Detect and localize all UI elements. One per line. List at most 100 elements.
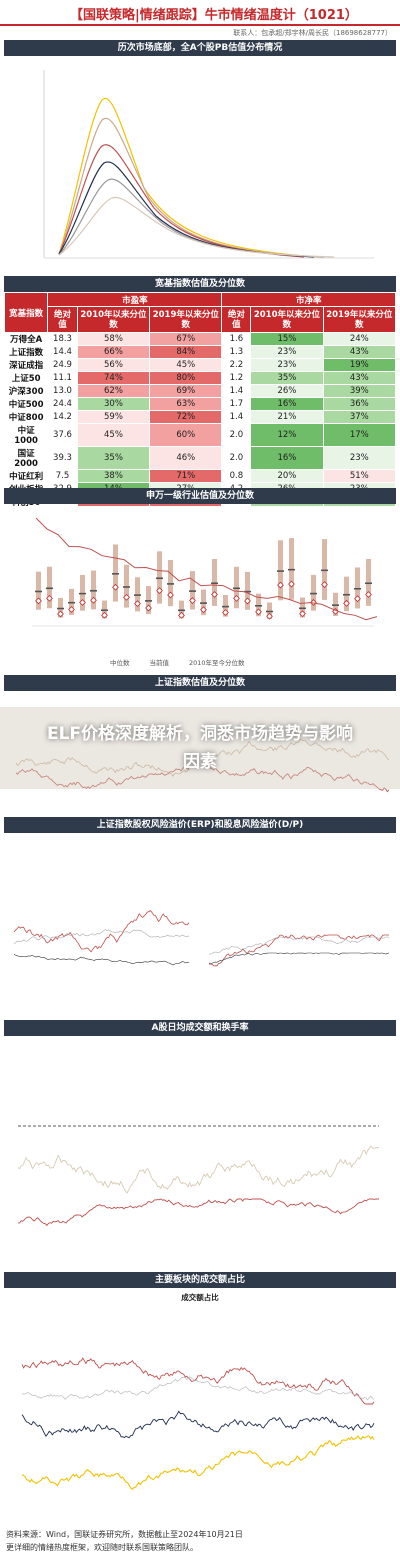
section-turnover: A股日均成交额和换手率 xyxy=(4,1020,396,1036)
cell-pe10: 38% xyxy=(76,469,151,483)
table-row: 上证指数 14.4 66% 84% 1.3 23% 43% xyxy=(3,345,397,359)
cell-pb: 1.4 xyxy=(221,384,252,398)
sw-legend-percentile: 2010年至今分位数 xyxy=(189,659,245,667)
cell-pb10: 16% xyxy=(250,397,324,411)
cell-pb10: 12% xyxy=(250,423,324,447)
turnover-chart xyxy=(4,1038,396,1248)
section-valuation-table: 宽基指数估值及分位数 xyxy=(4,276,396,292)
cell-pe10: 74% xyxy=(76,371,151,385)
cell-pb10: 20% xyxy=(250,469,324,483)
group-pb: 市净率 xyxy=(221,292,396,307)
sw-legend: 中位数 当前值 2010年至今分位数 xyxy=(110,657,245,667)
footer-note: 更详细的情绪热度框架，欢迎随时联系国联策略团队。 xyxy=(6,1543,198,1552)
cell-pb19: 36% xyxy=(322,397,397,411)
cell-pb: 1.6 xyxy=(221,332,252,346)
cell-pe19: 60% xyxy=(149,423,223,447)
cell-name: 万得全A xyxy=(3,332,49,346)
cell-name: 中证红利 xyxy=(3,469,49,483)
cell-pe19: 63% xyxy=(149,397,223,411)
cell-pe10: 62% xyxy=(76,384,151,398)
table-row: 中证红利 7.5 38% 71% 0.8 20% 51% xyxy=(3,469,397,483)
table-row: 国证2000 39.3 35% 46% 2.0 16% 23% xyxy=(3,446,397,470)
cell-pe10: 56% xyxy=(76,358,151,372)
cell-pb: 2.0 xyxy=(221,423,252,447)
cell-name: 中证500 xyxy=(3,397,49,411)
cell-pb19: 24% xyxy=(322,332,397,346)
cell-pb19: 43% xyxy=(322,345,397,359)
sector-share-chart xyxy=(4,1302,396,1527)
sw-industry-chart xyxy=(4,506,396,668)
erp-chart xyxy=(4,835,396,1010)
cell-name: 深证成指 xyxy=(3,358,49,372)
section-sector-share: 主要板块的成交额占比 xyxy=(4,1272,396,1288)
cell-pe19: 84% xyxy=(149,345,223,359)
cell-pb10: 16% xyxy=(250,446,324,470)
cell-pe10: 30% xyxy=(76,397,151,411)
cell-pb10: 26% xyxy=(250,384,324,398)
cell-pb10: 15% xyxy=(250,332,324,346)
cell-pe: 24.9 xyxy=(47,358,78,372)
report-title: 【国联策略|情绪跟踪】牛市情绪温度计（1021） xyxy=(70,8,358,23)
cell-pe19: 67% xyxy=(149,332,223,346)
cell-pb19: 39% xyxy=(322,384,397,398)
cell-pe10: 45% xyxy=(76,423,151,447)
cell-pb19: 17% xyxy=(322,423,397,447)
article-headline: ELF价格深度解析，洞悉市场趋势与影响因素 xyxy=(0,707,400,789)
cell-pb19: 23% xyxy=(322,446,397,470)
section-sh-valuation: 上证指数估值及分位数 xyxy=(4,675,396,691)
sector-subtitle: 成交额占比 xyxy=(181,1293,219,1302)
sub-2019-pe: 2019年以来分位数 xyxy=(149,306,223,333)
section-erp: 上证指数股权风险溢价(ERP)和股息风险溢价(D/P) xyxy=(4,817,396,833)
footer-source: 资料来源：Wind，国联证券研究所，数据截止至2024年10月21日 xyxy=(6,1530,243,1539)
cell-pb: 2.0 xyxy=(221,446,252,470)
cell-pe10: 58% xyxy=(76,332,151,346)
cell-pb10: 35% xyxy=(250,371,324,385)
cell-pb: 1.7 xyxy=(221,397,252,411)
cell-pe19: 46% xyxy=(149,446,223,470)
cell-pe: 11.1 xyxy=(47,371,78,385)
cell-pb19: 19% xyxy=(322,358,397,372)
cell-pb: 1.2 xyxy=(221,371,252,385)
cell-pe: 14.2 xyxy=(47,410,78,424)
cell-pb: 2.2 xyxy=(221,358,252,372)
cell-pe10: 35% xyxy=(76,446,151,470)
cell-name: 上证指数 xyxy=(3,345,49,359)
cell-pe19: 71% xyxy=(149,469,223,483)
sh-valuation-chart xyxy=(4,692,396,814)
sub-2010-pb: 2010年以来分位数 xyxy=(250,306,324,333)
table-row: 中证1000 37.6 45% 60% 2.0 12% 17% xyxy=(3,423,397,447)
sub-abs-pb: 绝对值 xyxy=(221,306,252,333)
cell-pe10: 59% xyxy=(76,410,151,424)
cell-pe: 39.3 xyxy=(47,446,78,470)
cell-pe10: 66% xyxy=(76,345,151,359)
cell-pe: 37.6 xyxy=(47,423,78,447)
report-authors: 联系人：包承超/郑宇林/周长民（18698628777） xyxy=(233,29,392,37)
cell-pb10: 21% xyxy=(250,410,324,424)
cell-pb: 1.3 xyxy=(221,345,252,359)
cell-pe: 24.4 xyxy=(47,397,78,411)
cell-name: 中证800 xyxy=(3,410,49,424)
cell-pe19: 45% xyxy=(149,358,223,372)
table-row: 深证成指 24.9 56% 45% 2.2 23% 19% xyxy=(3,358,397,372)
report-header: 【国联策略|情绪跟踪】牛市情绪温度计（1021） xyxy=(0,0,400,26)
table-row: 万得全A 18.3 58% 67% 1.6 15% 24% xyxy=(3,332,397,346)
cell-name: 沪深300 xyxy=(3,384,49,398)
cell-pe19: 72% xyxy=(149,410,223,424)
section-sw-industry: 申万一级行业估值及分位数 xyxy=(4,488,396,504)
sub-2019-pb: 2019年以来分位数 xyxy=(322,306,397,333)
cell-pe: 14.4 xyxy=(47,345,78,359)
pb-distribution-chart xyxy=(4,58,396,276)
table-row: 沪深300 13.0 62% 69% 1.4 26% 39% xyxy=(3,384,397,398)
cell-pb10: 23% xyxy=(250,345,324,359)
cell-name: 上证50 xyxy=(3,371,49,385)
group-pe: 市盈率 xyxy=(47,292,223,307)
cell-pb19: 43% xyxy=(322,371,397,385)
cell-pb19: 51% xyxy=(322,469,397,483)
cell-pe: 7.5 xyxy=(47,469,78,483)
cell-pb19: 37% xyxy=(322,410,397,424)
sw-legend-current: 当前值 xyxy=(149,659,170,667)
cell-pb: 0.8 xyxy=(221,469,252,483)
valuation-table: 宽基指数 市盈率 市净率 绝对值 2010年以来分位数 2019年以来分位数 绝… xyxy=(3,292,397,509)
table-row: 中证500 24.4 30% 63% 1.7 16% 36% xyxy=(3,397,397,411)
cell-name: 国证2000 xyxy=(3,446,49,470)
